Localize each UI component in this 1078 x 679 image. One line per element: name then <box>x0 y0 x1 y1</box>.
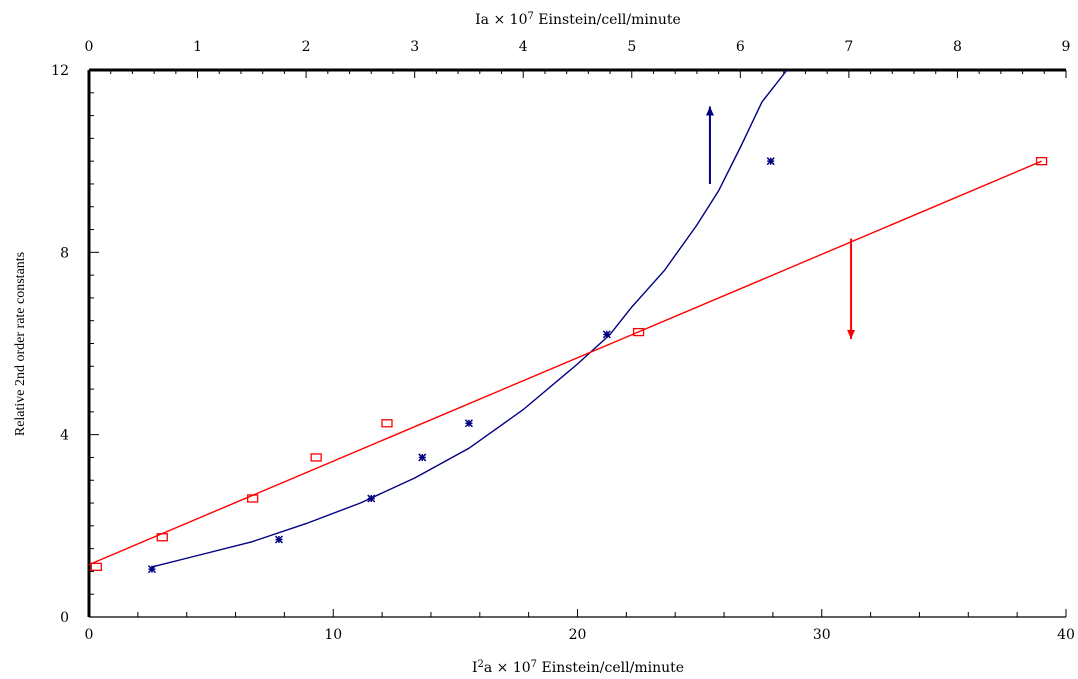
x-top-tick-label: 8 <box>953 39 962 55</box>
square-point <box>246 494 259 503</box>
x-top-tick-label: 7 <box>844 39 853 55</box>
square-point <box>90 562 102 572</box>
series-lines <box>88 69 1042 568</box>
markers <box>90 157 1048 574</box>
square-point <box>632 327 645 337</box>
y-tick-label: 0 <box>60 610 69 626</box>
axes <box>87 68 1066 618</box>
y-axis-title: Relative 2nd order rate constants <box>13 252 28 436</box>
x-axis-top-title: Ia × 107 Einstein/cell/minute <box>475 11 681 29</box>
annotations <box>705 106 856 339</box>
x-top-tick-label: 0 <box>85 39 94 55</box>
star-point <box>367 494 376 503</box>
square-point <box>1035 157 1048 166</box>
x-top-tick-label: 4 <box>519 39 528 55</box>
x-top-tick-label: 2 <box>302 39 311 55</box>
x-bottom-tick-label: 30 <box>813 627 831 643</box>
series-1-fit-line <box>88 160 1042 566</box>
y-tick-label: 12 <box>51 63 69 79</box>
x-top-tick-label: 6 <box>736 39 745 55</box>
annotation-arrow-head-1 <box>847 329 856 339</box>
star-point <box>766 157 775 166</box>
x-bottom-tick-label: 40 <box>1057 627 1075 643</box>
y-tick-label: 8 <box>60 245 69 261</box>
series-0-fit-line <box>151 69 788 568</box>
x-top-tick-label: 5 <box>627 39 636 55</box>
x-top-tick-label: 3 <box>410 39 419 55</box>
star-point <box>147 565 156 574</box>
square-point <box>156 533 168 542</box>
x-bottom-tick-label: 20 <box>569 627 587 643</box>
x-top-tick-label: 1 <box>193 39 202 55</box>
star-point <box>464 419 473 428</box>
x-axis-bottom-title: I2a × 107 Einstein/cell/minute <box>472 659 684 677</box>
square-point <box>381 419 393 428</box>
x-top-tick-label: 9 <box>1062 39 1071 55</box>
annotation-arrow-head-0 <box>705 106 714 116</box>
square-point <box>310 453 322 462</box>
x-bottom-tick-label: 10 <box>324 627 342 643</box>
x-bottom-tick-label: 0 <box>85 627 94 643</box>
star-point <box>602 330 611 339</box>
y-tick-label: 4 <box>60 428 69 444</box>
star-point <box>274 535 284 544</box>
star-point <box>418 453 427 462</box>
